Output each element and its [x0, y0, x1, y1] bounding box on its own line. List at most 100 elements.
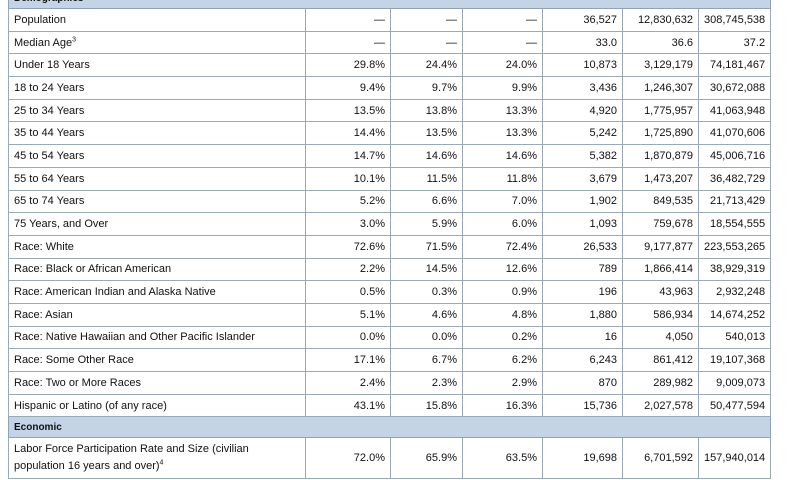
value-cell: 4.8% — [462, 302, 543, 327]
row-label: Race: Asian — [14, 308, 73, 321]
row-label: 55 to 64 Years — [14, 172, 85, 185]
value-cell: 26,533 — [542, 234, 623, 259]
value-cell: 0.2% — [462, 325, 543, 350]
value-cell: 4.6% — [390, 302, 463, 327]
row-label-cell: 18 to 24 Years — [8, 76, 306, 100]
value-cell: 2.4% — [305, 371, 391, 395]
table-row: Labor Force Participation Rate and Size … — [8, 437, 772, 480]
row-label-cell: 65 to 74 Years — [8, 189, 306, 214]
value-cell: 72.0% — [305, 437, 391, 480]
value-cell: 3,436 — [542, 76, 623, 100]
row-label-cell: Labor Force Participation Rate and Size … — [8, 437, 306, 480]
value-cell: 72.6% — [305, 234, 391, 259]
row-label: Race: Some Other Race — [14, 354, 134, 367]
table-row: Hispanic or Latino (of any race) 43.1% 15.… — [8, 393, 772, 418]
row-label-cell: Median Age3 — [8, 30, 306, 55]
value-cell: 43.1% — [305, 393, 391, 418]
value-cell: 12,830,632 — [622, 8, 699, 32]
value-cell: 13.8% — [390, 98, 463, 123]
value-cell: 15.8% — [390, 393, 463, 418]
row-label: Race: Two or More Races — [14, 376, 141, 389]
value-cell: 14.7% — [305, 144, 391, 168]
value-cell: 5,242 — [542, 121, 623, 146]
row-label: Under 18 Years — [14, 59, 90, 72]
value-cell: 10.1% — [305, 166, 391, 191]
footnote-marker: 4 — [159, 459, 164, 467]
table-row: Race: Black or African American 2.2% 14.5%… — [8, 257, 772, 282]
row-label-cell: Population — [8, 8, 306, 32]
value-cell: 12.6% — [462, 257, 543, 282]
value-cell: 13.3% — [462, 121, 543, 146]
value-cell: 29.8% — [305, 53, 391, 78]
value-cell: 2.9% — [462, 371, 543, 395]
value-cell: 4,920 — [542, 98, 623, 123]
row-label: Population — [14, 13, 66, 26]
value-cell: 157,940,014 — [697, 437, 772, 480]
row-label: Race: Black or African American — [14, 263, 172, 276]
row-label-cell: Race: Some Other Race — [8, 348, 306, 372]
value-cell: — — [305, 8, 391, 32]
value-cell: 63.5% — [462, 437, 543, 480]
value-cell: 196 — [542, 280, 623, 304]
row-label: 75 Years, and Over — [14, 218, 109, 231]
value-cell: — — [462, 30, 543, 55]
table-row: 18 to 24 Years 9.4% 9.7% 9.9% 3,436 1,246,307… — [8, 76, 772, 100]
row-label: 45 to 54 Years — [14, 149, 85, 162]
value-cell: 13.3% — [462, 98, 543, 123]
row-label-cell: 45 to 54 Years — [8, 144, 306, 168]
value-cell: 72.4% — [462, 234, 543, 259]
demographics-table-container: DemographicsPopulation———36,52712,830,63… — [7, 0, 772, 480]
table-row: Race: White 72.6% 71.5% 72.4% 26,533 9,177,87… — [8, 234, 772, 259]
row-label: Median Age — [14, 36, 73, 49]
table-row: Race: Native Hawaiian and Other Pacific … — [8, 325, 772, 350]
table-row: Population — — —36,527 12,830,632 308,745,538 — [8, 8, 772, 32]
section-title: Demographics — [7, 0, 772, 9]
value-cell: 870 — [542, 371, 623, 395]
value-cell: 2.3% — [390, 371, 463, 395]
row-label: Labor Force Participation Rate and Size … — [14, 443, 249, 473]
value-cell: 43,963 — [622, 280, 699, 304]
value-cell: 24.0% — [462, 53, 543, 78]
value-cell: 36,527 — [542, 8, 623, 32]
row-label: 25 to 34 Years — [14, 104, 85, 117]
value-cell: 2,932,248 — [697, 280, 772, 304]
row-label: Hispanic or Latino (of any race) — [14, 399, 167, 412]
value-cell: 9,177,877 — [622, 234, 699, 259]
row-label-cell: 25 to 34 Years — [8, 98, 306, 123]
value-cell: 861,412 — [622, 348, 699, 372]
value-cell: 38,929,319 — [697, 257, 772, 282]
value-cell: 14.6% — [390, 144, 463, 168]
value-cell: 14.4% — [305, 121, 391, 146]
value-cell: 1,866,414 — [622, 257, 699, 282]
row-label: 65 to 74 Years — [14, 195, 85, 208]
row-label-cell: Race: Black or African American — [8, 257, 306, 282]
value-cell: 6.6% — [390, 189, 463, 214]
row-label-cell: Under 18 Years — [8, 53, 306, 78]
value-cell: 0.3% — [390, 280, 463, 304]
row-label: 18 to 24 Years — [14, 81, 85, 94]
value-cell: — — [305, 30, 391, 55]
value-cell: 16 — [542, 325, 623, 350]
value-cell: 540,013 — [697, 325, 772, 350]
table-row: 35 to 44 Years 14.4% 13.5% 13.3% 5,242 1,725,… — [8, 121, 772, 146]
value-cell: 74,181,467 — [697, 53, 772, 78]
value-cell: 586,934 — [622, 302, 699, 327]
value-cell: 16.3% — [462, 393, 543, 418]
table-row: 25 to 34 Years 13.5% 13.8% 13.3% 4,920 1,775,… — [8, 98, 772, 123]
table-row: Median Age3— — —33.0 36.6 37.2 — [8, 30, 772, 55]
value-cell: 33.0 — [542, 30, 623, 55]
value-cell: 21,713,429 — [697, 189, 772, 214]
value-cell: 1,902 — [542, 189, 623, 214]
value-cell: 3,679 — [542, 166, 623, 191]
value-cell: 3,129,179 — [622, 53, 699, 78]
value-cell: 5.9% — [390, 212, 463, 236]
row-label-cell: Race: American Indian and Alaska Native — [8, 280, 306, 304]
value-cell: 13.5% — [390, 121, 463, 146]
table-row: Race: American Indian and Alaska Native 0… — [8, 280, 772, 304]
value-cell: 6.2% — [462, 348, 543, 372]
table-row: Race: Some Other Race 17.1% 6.7% 6.2% 6,243 8… — [8, 348, 772, 372]
table-row: Race: Asian 5.1% 4.6% 4.8% 1,880 586,934 14,67… — [8, 302, 772, 327]
value-cell: 5.2% — [305, 189, 391, 214]
value-cell: 2.2% — [305, 257, 391, 282]
value-cell: 14.5% — [390, 257, 463, 282]
